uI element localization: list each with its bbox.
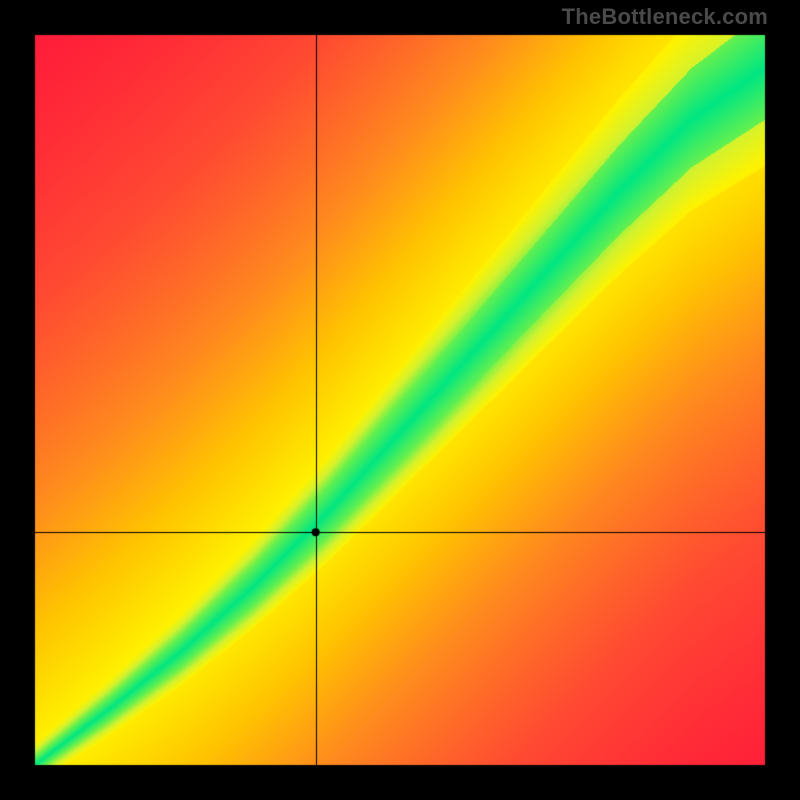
bottleneck-heatmap (0, 0, 800, 800)
attribution-text: TheBottleneck.com (562, 4, 768, 30)
